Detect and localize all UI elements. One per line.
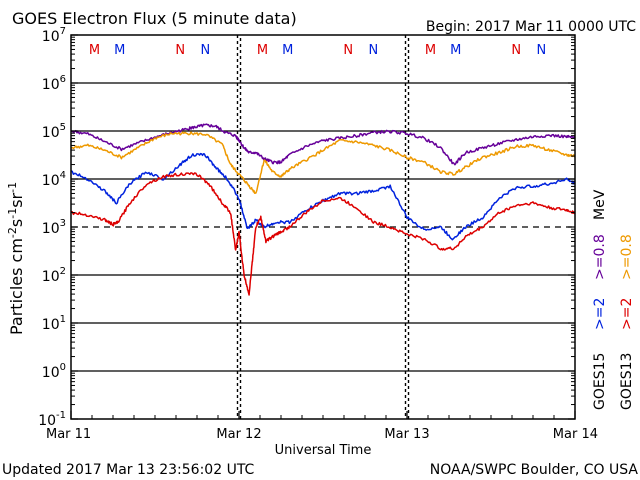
marker-N: N [343,43,353,58]
marker-M: M [114,43,125,58]
credit-label: NOAA/SWPC Boulder, CO USA [430,462,639,478]
begin-label: Begin: 2017 Mar 11 0000 UTC [426,19,636,35]
y-tick-label: 10-1 [38,410,66,429]
legend-entry: >=0.8 [592,234,608,280]
marker-N: N [201,43,211,58]
series-layer [70,123,576,296]
y-axis-title: Particles cm-2s-1sr-1 [6,182,26,335]
legend-column-GOES13: GOES13 >=2 >=0.8 [619,234,635,410]
marker-N: N [175,43,185,58]
series-line [70,123,576,166]
marker-N: N [511,43,521,58]
x-tick-label: Mar 14 [553,427,598,442]
marker-N: N [369,43,379,58]
legend-unit: MeV [592,189,608,220]
x-tick-label: Mar 12 [216,427,261,442]
legend: GOES15 >=2 >=0.8 MeV GOES13 >=2 >=0.8 [592,189,635,410]
x-tick-label: Mar 11 [46,427,91,442]
legend-satellite-name: GOES15 [592,353,608,410]
series-line [70,131,576,194]
legend-satellite-name: GOES13 [619,353,635,410]
y-tick-label: 102 [42,266,66,285]
y-tick-label: 104 [42,170,66,189]
y-axis: 107 106 105 104 103 102 101 100 10-1 [38,26,575,429]
x-tick-label: Mar 13 [384,427,429,442]
y-tick-label: 106 [42,74,66,93]
legend-entry: >=2 [619,298,635,330]
x-axis-title: Universal Time [275,443,372,458]
marker-M: M [257,43,268,58]
legend-column-GOES15: GOES15 >=2 >=0.8 MeV [592,189,608,410]
legend-entry: >=0.8 [619,234,635,280]
series-line [70,152,576,241]
y-tick-label: 105 [42,122,66,141]
marker-N: N [537,43,547,58]
y-tick-label: 100 [42,362,66,381]
marker-M: M [425,43,436,58]
marker-M: M [282,43,293,58]
y-tick-label: 107 [42,26,66,45]
legend-entry: >=2 [592,298,608,330]
marker-M: M [450,43,461,58]
y-tick-label: 103 [42,218,66,237]
updated-label: Updated 2017 Mar 13 23:56:02 UTC [2,462,255,478]
marker-M: M [89,43,100,58]
chart-title: GOES Electron Flux (5 minute data) [12,9,297,28]
plot-frame [70,34,576,420]
grid-layer [71,35,575,419]
series-line [70,172,576,296]
x-axis: Mar 11 Mar 12 Mar 13 Mar 14 [46,411,598,442]
y-tick-label: 101 [42,314,66,333]
